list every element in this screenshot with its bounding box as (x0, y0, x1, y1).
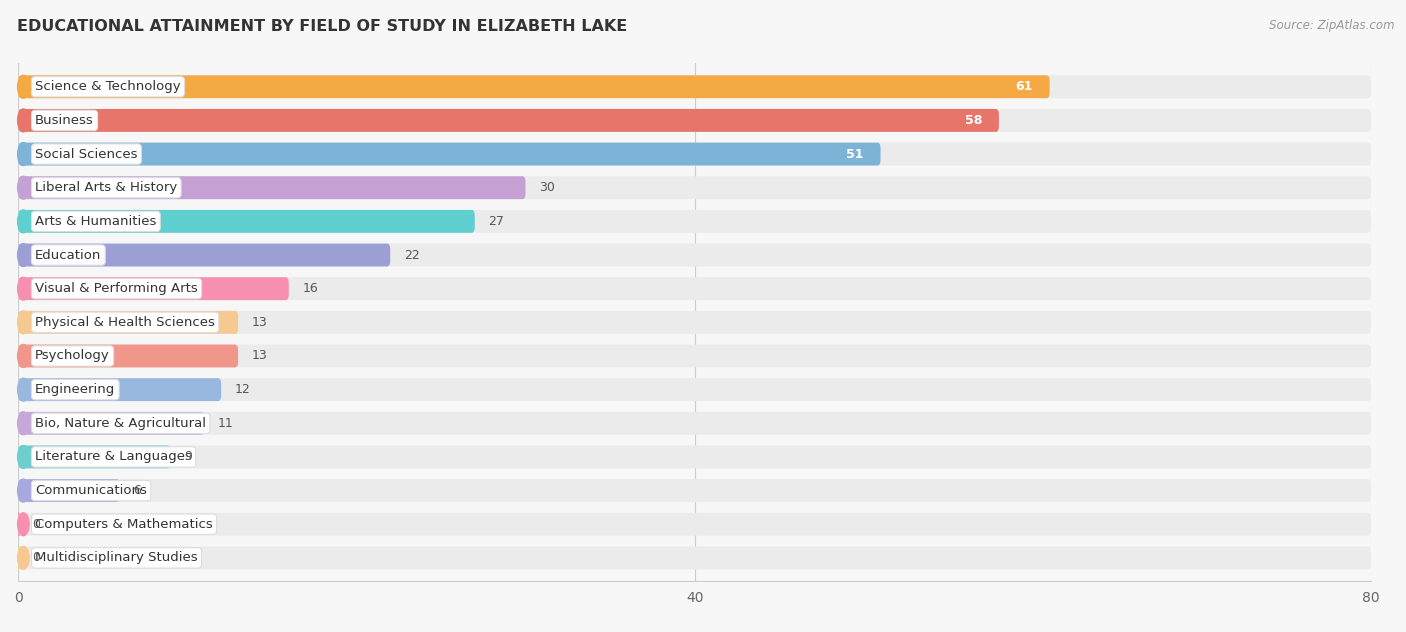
Text: Computers & Mathematics: Computers & Mathematics (35, 518, 212, 531)
Circle shape (18, 344, 30, 367)
FancyBboxPatch shape (18, 109, 1371, 132)
FancyBboxPatch shape (18, 344, 238, 367)
Text: 16: 16 (302, 282, 318, 295)
FancyBboxPatch shape (18, 547, 1371, 569)
Circle shape (18, 513, 30, 536)
Text: 22: 22 (404, 248, 419, 262)
FancyBboxPatch shape (18, 176, 526, 199)
Circle shape (18, 547, 30, 569)
Circle shape (18, 176, 30, 199)
FancyBboxPatch shape (18, 513, 1371, 536)
FancyBboxPatch shape (18, 412, 204, 435)
FancyBboxPatch shape (18, 378, 1371, 401)
Text: EDUCATIONAL ATTAINMENT BY FIELD OF STUDY IN ELIZABETH LAKE: EDUCATIONAL ATTAINMENT BY FIELD OF STUDY… (17, 19, 627, 34)
Text: Business: Business (35, 114, 94, 127)
FancyBboxPatch shape (18, 344, 1371, 367)
Text: 61: 61 (1015, 80, 1032, 94)
FancyBboxPatch shape (18, 412, 1371, 435)
FancyBboxPatch shape (18, 109, 998, 132)
Text: 58: 58 (965, 114, 981, 127)
FancyBboxPatch shape (18, 75, 1371, 98)
Text: Science & Technology: Science & Technology (35, 80, 181, 94)
Circle shape (18, 378, 30, 401)
FancyBboxPatch shape (18, 143, 880, 166)
Text: 0: 0 (32, 551, 39, 564)
FancyBboxPatch shape (18, 210, 1371, 233)
Text: 11: 11 (218, 416, 233, 430)
Text: 6: 6 (134, 484, 141, 497)
Circle shape (18, 143, 30, 166)
Circle shape (18, 311, 30, 334)
FancyBboxPatch shape (18, 277, 1371, 300)
FancyBboxPatch shape (18, 143, 1371, 166)
FancyBboxPatch shape (18, 311, 238, 334)
Circle shape (18, 243, 30, 267)
Circle shape (18, 210, 30, 233)
FancyBboxPatch shape (18, 277, 288, 300)
FancyBboxPatch shape (18, 311, 1371, 334)
Text: 0: 0 (32, 518, 39, 531)
Text: Liberal Arts & History: Liberal Arts & History (35, 181, 177, 194)
Text: 27: 27 (488, 215, 505, 228)
Text: 13: 13 (252, 349, 267, 363)
FancyBboxPatch shape (18, 446, 170, 468)
FancyBboxPatch shape (18, 446, 1371, 468)
FancyBboxPatch shape (18, 378, 221, 401)
Text: Psychology: Psychology (35, 349, 110, 363)
FancyBboxPatch shape (18, 479, 120, 502)
FancyBboxPatch shape (18, 243, 1371, 267)
Circle shape (18, 412, 30, 435)
Text: Literature & Languages: Literature & Languages (35, 451, 193, 463)
Text: 13: 13 (252, 316, 267, 329)
Text: Physical & Health Sciences: Physical & Health Sciences (35, 316, 215, 329)
Text: 9: 9 (184, 451, 191, 463)
Text: Communications: Communications (35, 484, 148, 497)
FancyBboxPatch shape (18, 210, 475, 233)
Text: 30: 30 (538, 181, 555, 194)
Text: Bio, Nature & Agricultural: Bio, Nature & Agricultural (35, 416, 207, 430)
FancyBboxPatch shape (18, 75, 1050, 98)
FancyBboxPatch shape (18, 243, 391, 267)
Circle shape (18, 277, 30, 300)
Circle shape (18, 446, 30, 468)
Text: 12: 12 (235, 383, 250, 396)
Text: Arts & Humanities: Arts & Humanities (35, 215, 156, 228)
Text: 51: 51 (846, 147, 863, 161)
Text: Visual & Performing Arts: Visual & Performing Arts (35, 282, 198, 295)
Circle shape (18, 109, 30, 132)
Text: Education: Education (35, 248, 101, 262)
Text: Source: ZipAtlas.com: Source: ZipAtlas.com (1270, 19, 1395, 32)
Circle shape (18, 75, 30, 98)
FancyBboxPatch shape (18, 479, 1371, 502)
Text: Social Sciences: Social Sciences (35, 147, 138, 161)
Text: Engineering: Engineering (35, 383, 115, 396)
FancyBboxPatch shape (15, 513, 21, 536)
FancyBboxPatch shape (18, 176, 1371, 199)
FancyBboxPatch shape (15, 547, 21, 569)
Circle shape (18, 479, 30, 502)
Text: Multidisciplinary Studies: Multidisciplinary Studies (35, 551, 198, 564)
